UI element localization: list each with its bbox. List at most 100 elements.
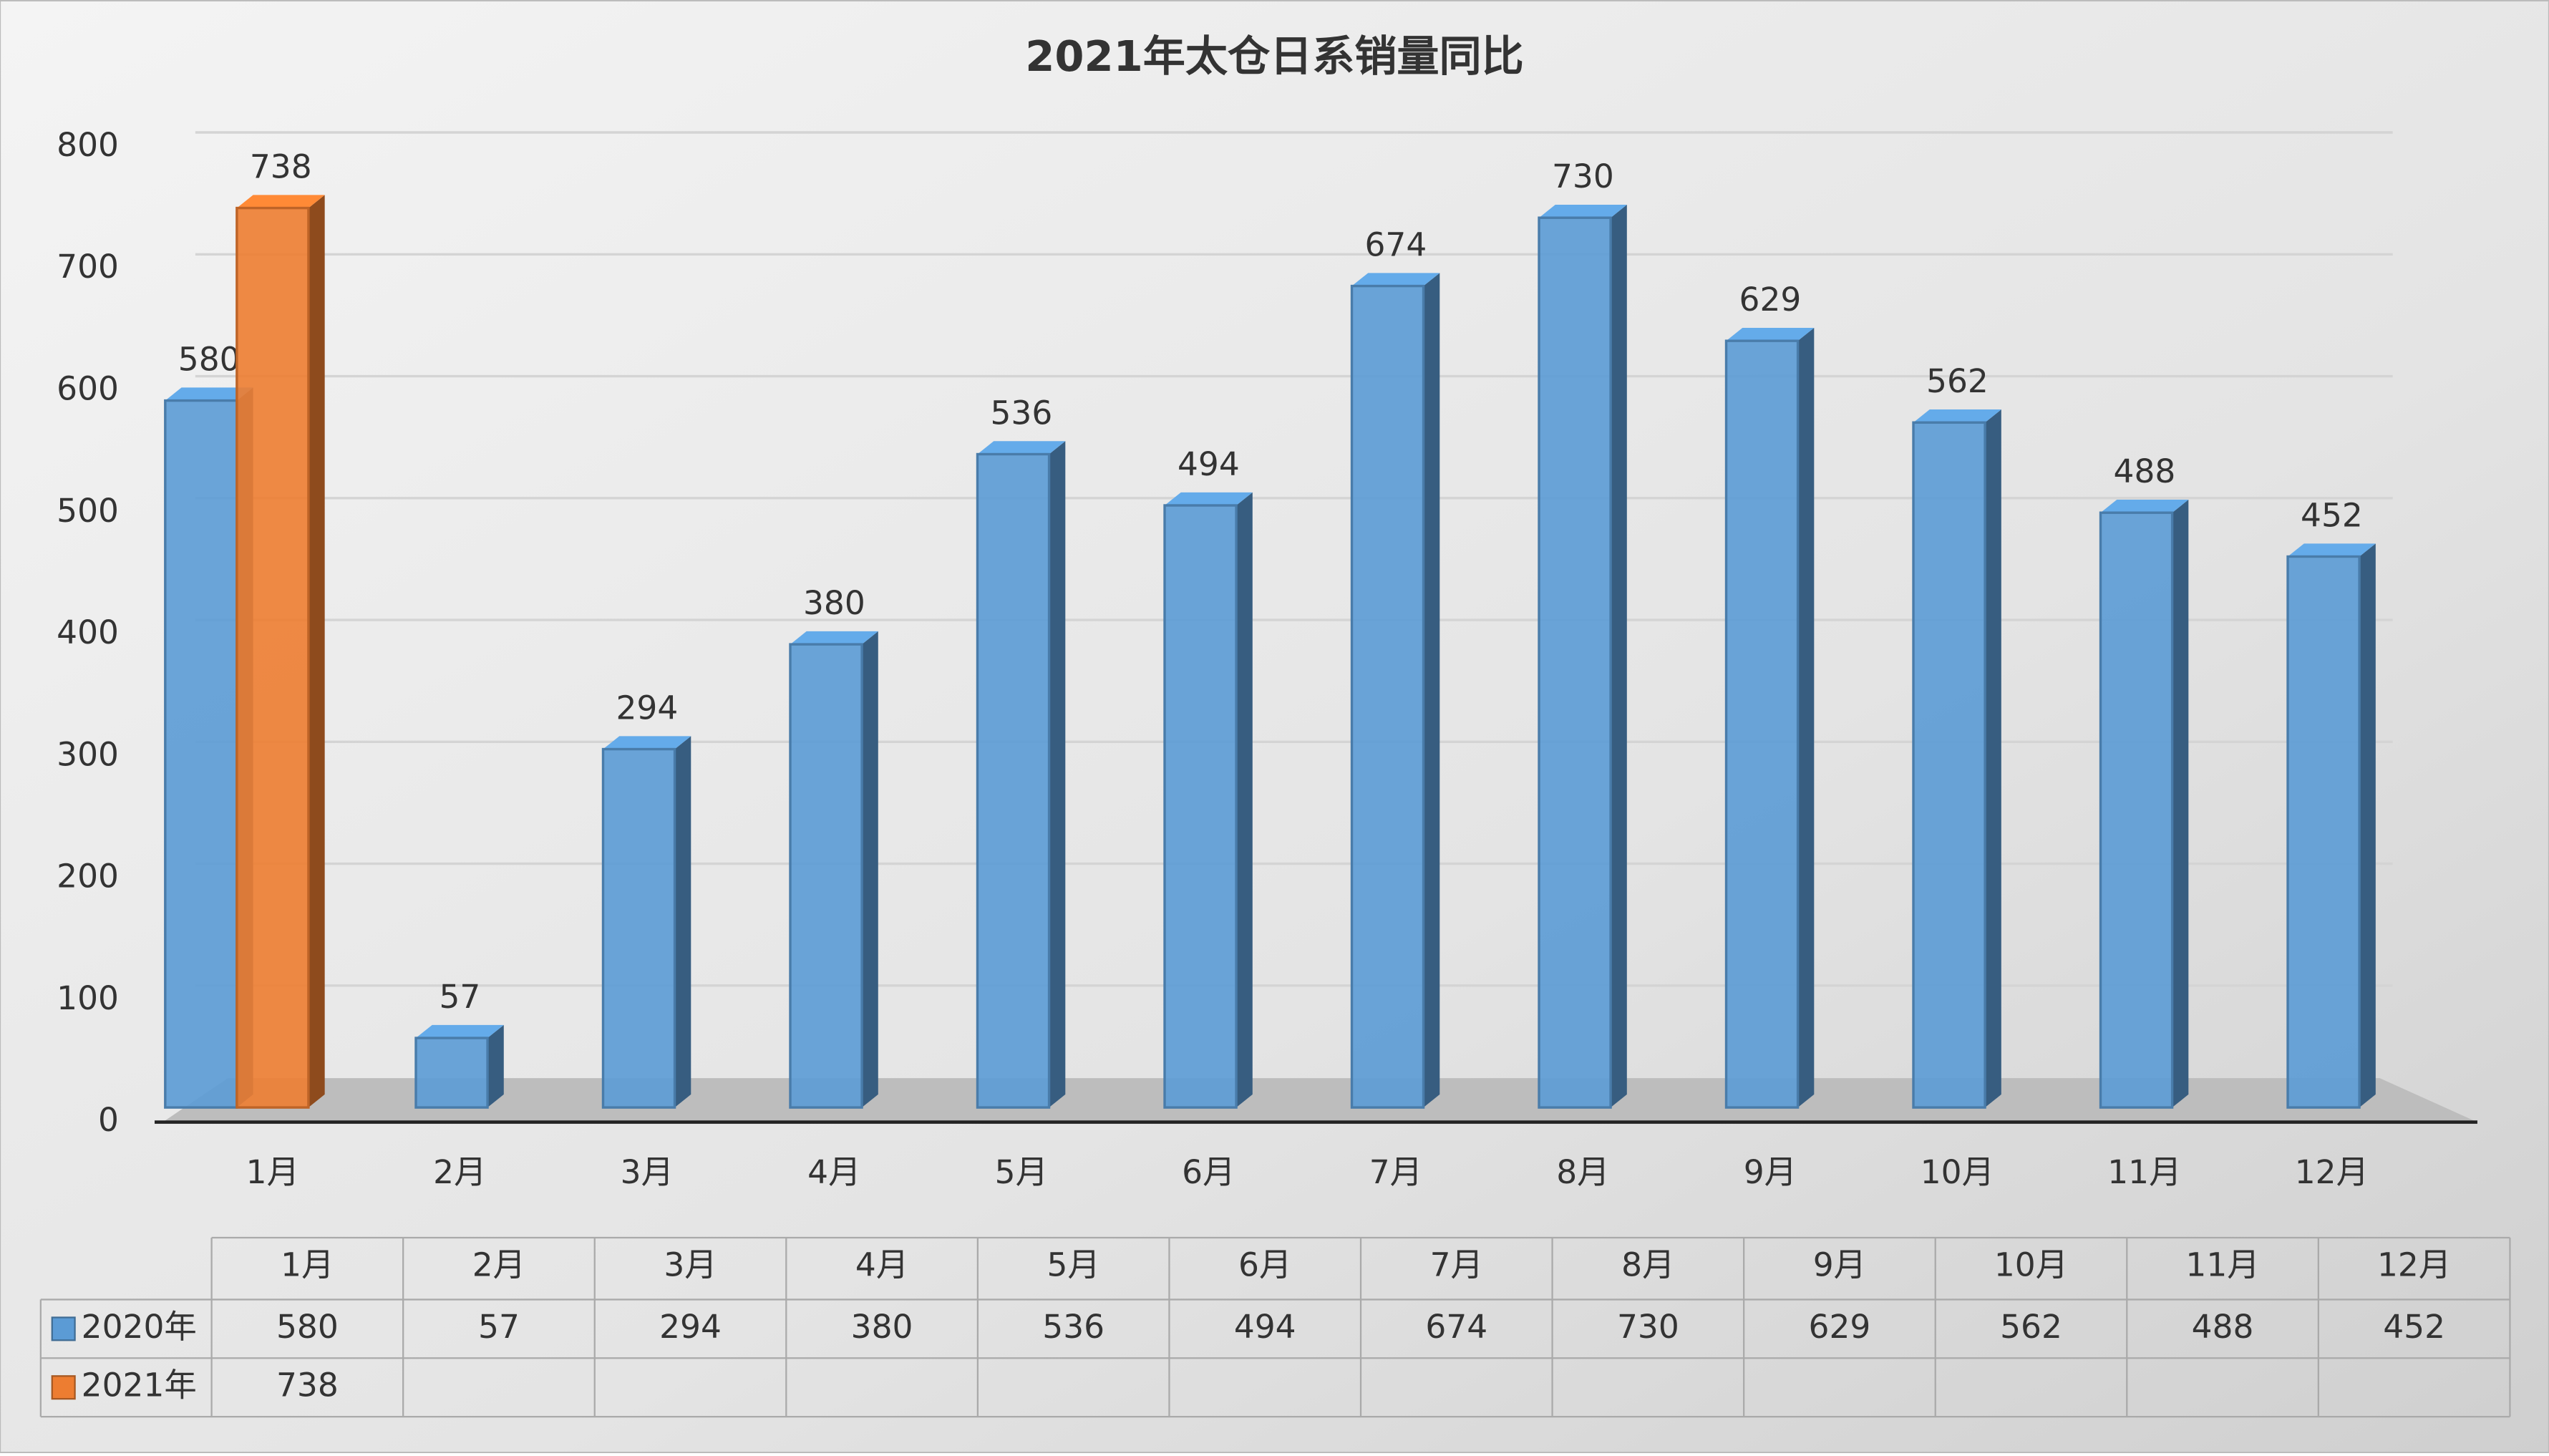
floor [162,1078,2477,1122]
y-tick-label: 400 [57,613,119,651]
bar-top [790,631,878,645]
x-tick-label: 1月 [246,1153,299,1191]
table-cell: 730 [1617,1308,1679,1346]
bar-side [308,195,325,1108]
table-cell: 294 [659,1308,722,1346]
table-cell: 57 [478,1308,520,1346]
y-tick-label: 600 [57,369,119,407]
data-label: 738 [250,147,312,185]
bar-top [603,736,691,749]
bar-side [674,736,691,1108]
table-header: 7月 [1430,1246,1483,1283]
y-tick-label: 200 [57,858,119,896]
x-tick-label: 7月 [1369,1153,1422,1191]
y-tick-label: 500 [57,492,119,530]
table-header: 6月 [1238,1246,1291,1283]
x-tick-label: 3月 [621,1153,674,1191]
table-cell: 562 [2000,1308,2062,1346]
bar [789,643,863,1109]
bar [1163,504,1238,1109]
bar-top [165,387,253,401]
bar-top [1351,273,1440,286]
y-tick-label: 0 [98,1101,119,1139]
bar [1350,284,1425,1109]
table-header: 2月 [472,1246,525,1283]
table-header: 1月 [281,1246,334,1283]
data-label: 488 [2114,452,2176,490]
table-header: 3月 [664,1246,717,1283]
legend-label: 2021年 [82,1367,197,1404]
chart-title: 2021年太仓日系销量同比 [1025,31,1524,81]
table-cell: 738 [276,1367,339,1404]
table-cell: 494 [1234,1308,1296,1346]
bar-side [1797,327,1815,1108]
y-tick-label: 700 [57,248,119,286]
bar-top [977,441,1066,455]
bar [601,747,676,1109]
table-header: 4月 [855,1246,908,1283]
bar-side [1985,409,2001,1108]
bar-side [862,631,878,1108]
y-tick-label: 100 [57,979,119,1017]
bar-top [2100,500,2189,513]
bar-top [1539,205,1627,218]
x-tick-label: 8月 [1556,1153,1609,1191]
bar-top [1726,327,1815,341]
legend-label: 2020年 [82,1308,197,1346]
table-header: 12月 [2377,1246,2451,1283]
bar-top [2288,543,2376,557]
bar-side [1049,441,1066,1108]
bar [236,206,310,1109]
table-cell: 452 [2383,1308,2445,1346]
legend-key [51,1316,76,1341]
table-cell: 536 [1042,1308,1104,1346]
x-tick-label: 11月 [2107,1153,2181,1191]
bar-top [236,195,325,208]
table-cell: 380 [851,1308,913,1346]
data-label: 580 [178,341,241,379]
bar [976,452,1051,1109]
data-label: 494 [1178,445,1240,483]
bar [1724,339,1800,1109]
bar-side [2172,500,2189,1108]
y-tick-label: 800 [57,126,119,164]
data-label: 674 [1365,225,1427,263]
x-tick-label: 12月 [2295,1153,2369,1191]
table-cell: 629 [1809,1308,1871,1346]
data-label: 380 [803,584,865,622]
bar [1538,216,1612,1109]
table-header: 5月 [1047,1246,1099,1283]
x-tick-label: 9月 [1744,1153,1797,1191]
data-label: 57 [439,978,480,1016]
bar-side [1236,492,1253,1108]
x-tick-label: 6月 [1182,1153,1235,1191]
data-label: 562 [1926,362,1989,400]
table-header: 8月 [1621,1246,1674,1283]
x-tick-label: 4月 [807,1153,860,1191]
bar-side [1611,205,1627,1108]
bar-side [1423,273,1440,1108]
x-tick-label: 5月 [995,1153,1048,1191]
table-header: 9月 [1813,1246,1866,1283]
data-label: 452 [2301,496,2363,534]
table-header: 11月 [2185,1246,2259,1283]
data-label: 536 [991,394,1053,432]
bar [1912,421,1986,1109]
data-label: 294 [616,689,678,727]
bar [2099,511,2174,1109]
data-label: 730 [1552,157,1614,195]
data-label: 629 [1739,281,1802,319]
table-cell: 674 [1425,1308,1487,1346]
bar-top [1165,492,1253,506]
bar-side [487,1024,504,1108]
bar-top [1913,409,2001,423]
bar-top [415,1024,504,1039]
x-tick-label: 10月 [1921,1153,1994,1191]
bar [414,1037,489,1109]
bar [164,399,238,1109]
bar-side [2359,543,2376,1108]
x-tick-label: 2月 [433,1153,486,1191]
y-tick-label: 300 [57,735,119,773]
